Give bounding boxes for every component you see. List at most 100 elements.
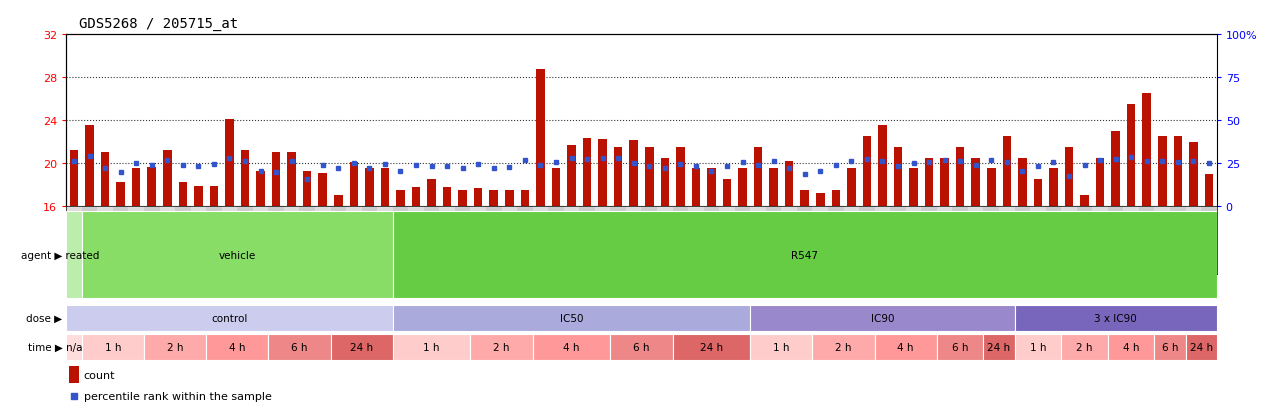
Bar: [116, 183, 125, 206]
Bar: [813, 206, 828, 275]
Text: GSM386446: GSM386446: [428, 210, 434, 248]
Text: 4 h: 4 h: [229, 342, 246, 352]
Text: GSM386416: GSM386416: [661, 210, 668, 248]
Text: GSM386432: GSM386432: [911, 210, 916, 248]
Bar: [720, 206, 735, 275]
Bar: [396, 190, 405, 206]
Bar: [489, 190, 498, 206]
Bar: [459, 190, 468, 206]
Bar: [424, 206, 440, 275]
Bar: [925, 158, 934, 206]
Text: GSM386399: GSM386399: [460, 210, 466, 248]
Bar: [629, 141, 638, 206]
Text: 2 h: 2 h: [167, 342, 183, 352]
Text: percentile rank within the sample: percentile rank within the sample: [84, 391, 271, 401]
Text: GSM386452: GSM386452: [273, 210, 279, 248]
Bar: [443, 187, 451, 206]
Text: GSM386439: GSM386439: [134, 210, 139, 248]
Text: 24 h: 24 h: [699, 342, 722, 352]
Text: GSM386421: GSM386421: [801, 210, 808, 248]
Bar: [676, 147, 684, 206]
Bar: [1092, 206, 1108, 275]
Text: GSM386436: GSM386436: [87, 210, 93, 248]
Bar: [362, 206, 377, 275]
Bar: [175, 206, 191, 275]
Bar: [1003, 137, 1012, 206]
Bar: [1189, 142, 1198, 206]
Text: GSM386396: GSM386396: [1144, 210, 1149, 248]
Bar: [1127, 105, 1135, 206]
Bar: [129, 206, 144, 275]
Bar: [377, 206, 392, 275]
Bar: [1014, 305, 1217, 331]
Bar: [1201, 206, 1217, 275]
Bar: [315, 206, 330, 275]
Bar: [1077, 206, 1092, 275]
Bar: [225, 120, 233, 206]
Bar: [113, 206, 129, 275]
Bar: [936, 206, 953, 275]
Bar: [334, 196, 343, 206]
Text: 1 h: 1 h: [104, 342, 121, 352]
Text: 6 h: 6 h: [1162, 342, 1178, 352]
Text: 6 h: 6 h: [633, 342, 650, 352]
Bar: [349, 163, 358, 206]
Bar: [738, 169, 747, 206]
Bar: [1033, 180, 1042, 206]
Bar: [82, 334, 144, 360]
Text: GSM386438: GSM386438: [117, 210, 124, 248]
Text: 4 h: 4 h: [1122, 342, 1139, 352]
Text: GSM386437: GSM386437: [102, 210, 108, 248]
Text: GSM386406: GSM386406: [506, 210, 512, 248]
Bar: [563, 206, 580, 275]
Bar: [440, 206, 455, 275]
Bar: [303, 171, 311, 206]
Bar: [703, 206, 720, 275]
Bar: [271, 153, 280, 206]
Bar: [766, 206, 781, 275]
Bar: [953, 206, 968, 275]
Bar: [82, 206, 97, 275]
Text: 1 h: 1 h: [773, 342, 790, 352]
Text: GSM386423: GSM386423: [973, 210, 978, 248]
Text: GDS5268 / 205715_at: GDS5268 / 205715_at: [79, 17, 238, 31]
Bar: [392, 334, 470, 360]
Bar: [595, 206, 610, 275]
Text: GSM386440: GSM386440: [149, 210, 154, 248]
Bar: [284, 206, 299, 275]
Text: GSM386407: GSM386407: [522, 210, 527, 248]
Bar: [1170, 206, 1186, 275]
Bar: [269, 206, 284, 275]
Bar: [847, 169, 856, 206]
Text: GSM386391: GSM386391: [1066, 210, 1071, 248]
Bar: [936, 334, 984, 360]
Bar: [626, 206, 641, 275]
Bar: [1108, 334, 1154, 360]
Text: GSM386398: GSM386398: [445, 210, 450, 248]
Text: GSM386400: GSM386400: [475, 210, 482, 248]
Text: GSM386394: GSM386394: [1112, 210, 1119, 248]
Text: GSM386425: GSM386425: [1004, 210, 1010, 248]
Bar: [1111, 131, 1120, 206]
Bar: [552, 169, 561, 206]
Text: 1 h: 1 h: [423, 342, 440, 352]
Text: GSM386413: GSM386413: [615, 210, 622, 248]
Text: GSM386442: GSM386442: [180, 210, 186, 248]
Text: GSM386424: GSM386424: [989, 210, 994, 248]
Text: GSM386420: GSM386420: [786, 210, 792, 248]
Text: 24 h: 24 h: [987, 342, 1010, 352]
Bar: [66, 334, 82, 360]
Text: vehicle: vehicle: [219, 250, 256, 260]
Text: n/a: n/a: [66, 342, 83, 352]
Bar: [972, 158, 980, 206]
Bar: [148, 168, 155, 206]
Text: GSM386409: GSM386409: [553, 210, 559, 248]
Bar: [474, 188, 483, 206]
Bar: [984, 334, 1014, 360]
Text: IC50: IC50: [559, 313, 583, 323]
Bar: [1080, 196, 1089, 206]
Text: 6 h: 6 h: [952, 342, 968, 352]
Bar: [688, 206, 703, 275]
Text: GSM386410: GSM386410: [568, 210, 575, 248]
Text: control: control: [211, 313, 247, 323]
